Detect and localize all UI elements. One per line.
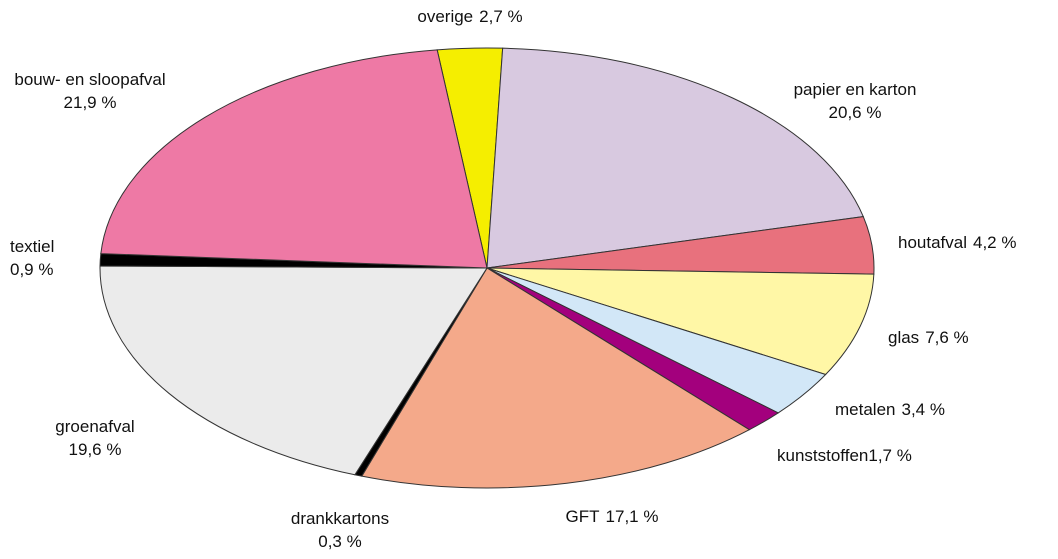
category-label: GFT (566, 507, 600, 526)
slice-label: GFT 17,1 % (566, 507, 659, 526)
slice-label: textiel 0,9 % (10, 237, 54, 279)
category-label: metalen (835, 400, 895, 419)
value-label: 1,7 % (868, 446, 911, 465)
category-label: houtafval (898, 233, 967, 252)
pie-slice (486, 267, 875, 376)
value-label: 0,9 % (10, 260, 53, 279)
pie-slice (100, 49, 488, 269)
slice-label: groenafval 19,6 % (55, 417, 134, 459)
pie-slice (360, 267, 751, 489)
category-label: glas (888, 328, 919, 347)
value-label: 2,7 % (479, 7, 522, 26)
category-label: groenafval (55, 417, 134, 436)
category-label: papier en karton (794, 80, 917, 99)
pie-slice (99, 265, 488, 476)
value-label: 19,6 % (69, 440, 122, 459)
category-label: bouw- en sloopafval (14, 70, 165, 89)
category-label: kunststoffen (777, 446, 868, 465)
slice-label: bouw- en sloopafval 21,9 % (14, 70, 165, 112)
pie-slice (486, 47, 864, 269)
value-label: 21,9 % (64, 93, 117, 112)
value-label: 4,2 % (973, 233, 1016, 252)
value-label: 17,1 % (606, 507, 659, 526)
category-label: textiel (10, 237, 54, 256)
slice-label: overige 2,7 % (417, 7, 522, 26)
value-label: 20,6 % (829, 103, 882, 122)
category-label: drankkartons (291, 509, 389, 528)
slice-label: drankkartons 0,3 % (291, 509, 389, 551)
value-label: 7,6 % (925, 328, 968, 347)
slice-label: metalen 3,4 % (835, 400, 945, 419)
value-label: 3,4 % (901, 400, 944, 419)
value-label: 0,3 % (318, 532, 361, 551)
category-label: overige (417, 7, 473, 26)
slice-label: papier en karton 20,6 % (794, 80, 917, 122)
slice-label: houtafval 4,2 % (898, 233, 1016, 252)
slice-label: kunststoffen1,7 % (777, 446, 912, 465)
slice-label: glas 7,6 % (888, 328, 969, 347)
